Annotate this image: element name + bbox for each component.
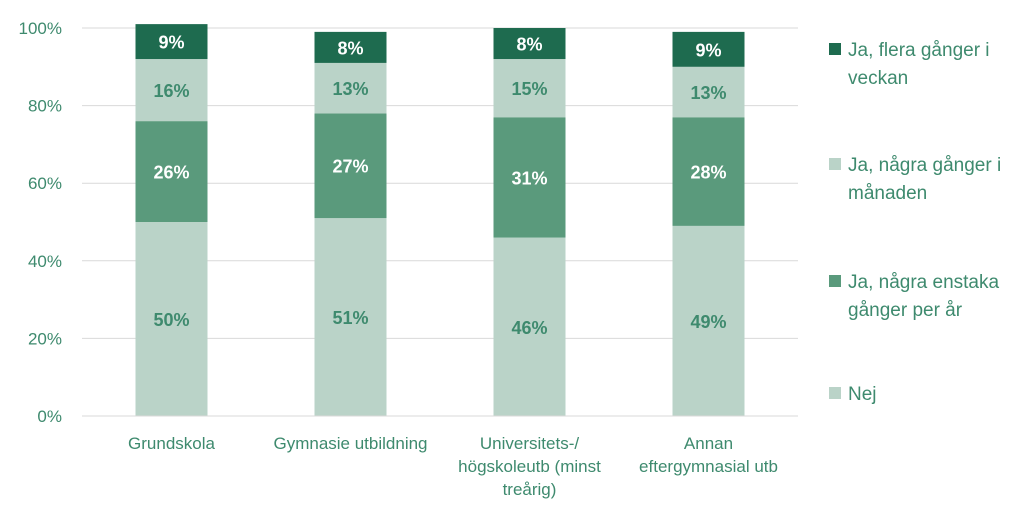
bar-segment: [135, 121, 208, 222]
legend-swatch: [829, 387, 841, 399]
legend-label: Ja, flera gånger i veckan: [848, 40, 990, 89]
data-label: 16%: [153, 81, 189, 101]
y-axis: 0% 20% 40% 60% 80% 100%: [19, 19, 62, 426]
data-label: 28%: [690, 163, 726, 183]
bar-segment: [672, 31, 745, 67]
data-label: 50%: [153, 310, 189, 330]
bar-segment: [135, 222, 208, 416]
y-tick-label: 40%: [28, 252, 62, 271]
bar-segment: [135, 59, 208, 122]
bar-segment: [493, 237, 566, 416]
category-label: Annan eftergymnasial utb: [639, 434, 778, 476]
data-label: 13%: [332, 79, 368, 99]
bar-segment: [672, 225, 745, 416]
bars: 50% 26% 16% 9% 51% 27% 13% 8% 46% 31% 15% 8% 49% 28% 1…: [135, 24, 745, 416]
data-label: 15%: [511, 79, 547, 99]
data-label: 13%: [690, 83, 726, 103]
bar-segment: [493, 59, 566, 118]
legend-swatch: [829, 43, 841, 55]
data-label: 31%: [511, 168, 547, 188]
legend-swatch: [829, 158, 841, 170]
bar-segment: [493, 117, 566, 238]
category-label: Universitets-/högskoleutb (minst treårig): [458, 434, 601, 499]
y-tick-label: 0%: [37, 407, 62, 426]
data-label: 49%: [690, 312, 726, 332]
data-label: 26%: [153, 163, 189, 183]
bar-segment: [314, 62, 387, 114]
bar-segment: [314, 113, 387, 219]
bar-segment: [493, 28, 566, 60]
data-label: 9%: [695, 40, 721, 60]
y-tick-label: 20%: [28, 329, 62, 348]
data-label: 9%: [158, 33, 184, 53]
legend: Ja, flera gånger i veckan Ja, några gånger…: [829, 40, 1001, 405]
legend-label: Nej: [848, 384, 877, 405]
y-tick-label: 60%: [28, 174, 62, 193]
bar-segment: [672, 117, 745, 226]
category-label: Gymnasie utbildning: [273, 434, 427, 453]
data-label: 8%: [516, 35, 542, 55]
bar-segment: [135, 24, 208, 60]
legend-label: Ja, några gånger i månaden: [848, 155, 1001, 204]
legend-label: Ja, några enstaka gånger per år: [848, 272, 999, 321]
data-label: 46%: [511, 318, 547, 338]
y-tick-label: 100%: [19, 19, 62, 38]
bar-segment: [672, 66, 745, 118]
data-label: 51%: [332, 308, 368, 328]
x-axis: Grundskola Gymnasie utbildning Universitet…: [82, 415, 798, 499]
y-tick-label: 80%: [28, 97, 62, 116]
bar-segment: [314, 218, 387, 416]
legend-swatch: [829, 275, 841, 287]
data-label: 8%: [337, 38, 363, 58]
bar-segment: [314, 31, 387, 63]
data-label: 27%: [332, 157, 368, 177]
category-label: Grundskola: [128, 434, 215, 453]
